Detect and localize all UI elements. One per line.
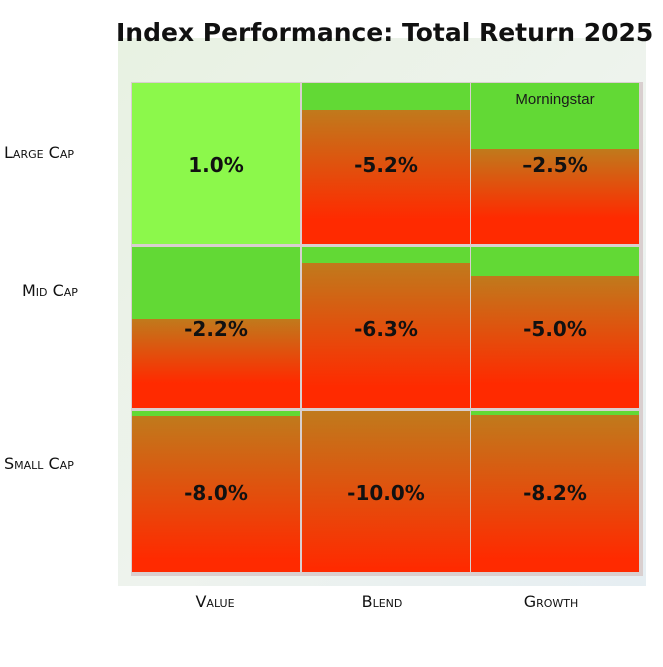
cell-return-fill xyxy=(132,319,300,408)
cell-small-cap-blend: -10.0% xyxy=(301,410,470,572)
cell-return-fill xyxy=(132,416,300,572)
cell-value-label: -6.3% xyxy=(354,317,418,341)
cell-return-fill xyxy=(471,276,639,408)
source-label: Morningstar xyxy=(515,91,595,108)
cell-return-fill xyxy=(471,149,639,244)
chart-title: Index Performance: Total Return 2025 xyxy=(116,18,654,47)
cell-value-label: -8.0% xyxy=(184,481,248,505)
cell-value-label: 1.0% xyxy=(188,153,244,177)
cell-small-cap-growth: -8.2% xyxy=(470,410,639,572)
heatmap-grid: 1.0% -5.2% –2.5% Morningstar -2.2% -6.3% -5.0%… xyxy=(131,82,643,576)
cell-value-label: -2.2% xyxy=(184,317,248,341)
cell-return-fill xyxy=(302,263,470,408)
cell-mid-cap-blend: -6.3% xyxy=(301,246,470,408)
col-label-blend: Blend xyxy=(361,592,403,611)
cell-return-fill xyxy=(302,411,470,572)
cell-value-label: -5.0% xyxy=(523,317,587,341)
cell-value-label: -5.2% xyxy=(354,153,418,177)
row-label-mid-cap: Mid Cap xyxy=(22,281,78,300)
col-label-growth: Growth xyxy=(523,592,579,611)
cell-value-label: –2.5% xyxy=(522,153,588,177)
cell-large-cap-blend: -5.2% xyxy=(301,82,470,244)
row-label-large-cap: Large Cap xyxy=(4,143,74,162)
cell-small-cap-value: -8.0% xyxy=(131,410,300,572)
cell-mid-cap-value: -2.2% xyxy=(131,246,300,408)
cell-return-fill xyxy=(302,110,470,244)
cell-mid-cap-growth: -5.0% xyxy=(470,246,639,408)
cell-value-label: -10.0% xyxy=(347,481,425,505)
cell-return-fill xyxy=(471,415,639,572)
row-label-small-cap: Small Cap xyxy=(4,454,74,473)
cell-large-cap-growth: –2.5% Morningstar xyxy=(470,82,639,244)
cell-value-label: -8.2% xyxy=(523,481,587,505)
col-label-value: Value xyxy=(195,592,235,611)
cell-large-cap-value: 1.0% xyxy=(131,82,300,244)
